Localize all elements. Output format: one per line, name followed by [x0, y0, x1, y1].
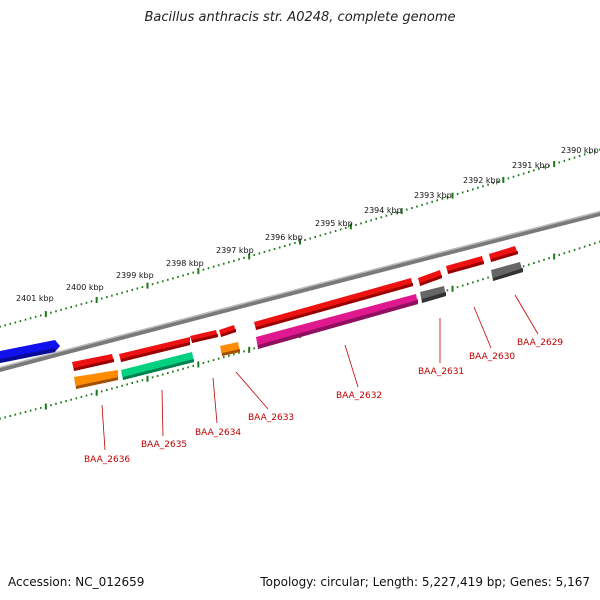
gene-arrow-orange-shade	[222, 349, 240, 356]
gene-arrow-red-shade	[121, 342, 190, 362]
gene-arrow-orange-shade	[76, 377, 118, 389]
label-leader	[161, 389, 164, 437]
kbp-label: 2399 kbp	[116, 271, 154, 280]
accession-text: Accession: NC_012659	[8, 575, 145, 589]
gene-label[interactable]: BAA_2629	[517, 338, 563, 348]
kbp-label: 2401 kbp	[16, 294, 54, 303]
kbp-label: 2394 kbp	[364, 206, 402, 215]
label-leader	[514, 294, 539, 335]
gene-arrow-magenta-shade	[258, 300, 418, 349]
gene-labels: BAA_2636 BAA_2635 BAA_2634 BAA_2633 BAA_…	[84, 338, 563, 465]
gene-label[interactable]: BAA_2633	[248, 413, 294, 423]
gene-arrow-red-shade	[192, 334, 218, 343]
kbp-label-group: 2401 kbp 2400 kbp 2399 kbp 2398 kbp 2397…	[16, 146, 599, 303]
gene-arrow-red-shade	[221, 329, 236, 337]
kbp-scale-track	[0, 148, 600, 328]
map-title: Bacillus anthracis str. A0248, complete …	[144, 10, 456, 25]
gene-arrow-red-shade	[74, 359, 114, 371]
gene-arrow-teal-shade	[123, 359, 194, 380]
gene-label[interactable]: BAA_2631	[418, 367, 464, 377]
gene-label[interactable]: BAA_2634	[195, 428, 241, 438]
kbp-label: 2391 kbp	[512, 161, 550, 170]
forward-strand-genes	[0, 246, 518, 371]
gene-arrow-red-shade	[256, 283, 413, 330]
gene-arrow-blue-shade	[0, 348, 55, 363]
gene-label[interactable]: BAA_2635	[141, 440, 187, 450]
reverse-strand-genes	[74, 262, 523, 389]
label-leader	[473, 306, 492, 349]
genome-backbone-highlight	[0, 210, 600, 369]
kbp-label: 2395 kbp	[315, 219, 353, 228]
kbp-label: 2393 kbp	[414, 191, 452, 200]
label-leader	[344, 344, 359, 388]
gene-arrow-gray-shade	[422, 292, 446, 303]
kbp-label: 2390 kbp	[561, 146, 599, 155]
kbp-label: 2397 kbp	[216, 246, 254, 255]
gene-label[interactable]: BAA_2630	[469, 352, 515, 362]
gene-label[interactable]: BAA_2636	[84, 455, 130, 465]
genome-backbone	[0, 210, 600, 372]
kbp-label: 2392 kbp	[463, 176, 501, 185]
genome-summary-text: Topology: circular; Length: 5,227,419 bp…	[260, 575, 590, 589]
gene-arrow-gray-shade	[493, 268, 523, 281]
kbp-label: 2396 kbp	[265, 233, 303, 242]
gene-arrow-red-shade	[491, 251, 518, 262]
gene-arrow-red-shade	[448, 261, 484, 274]
label-leader	[235, 371, 269, 410]
label-leader	[101, 404, 106, 451]
label-leader	[212, 377, 218, 424]
label-leaders	[101, 294, 539, 451]
kbp-label: 2400 kbp	[66, 283, 104, 292]
kbp-label: 2398 kbp	[166, 259, 204, 268]
gene-arrow-red-shade	[420, 275, 442, 286]
gene-label[interactable]: BAA_2632	[336, 391, 382, 401]
